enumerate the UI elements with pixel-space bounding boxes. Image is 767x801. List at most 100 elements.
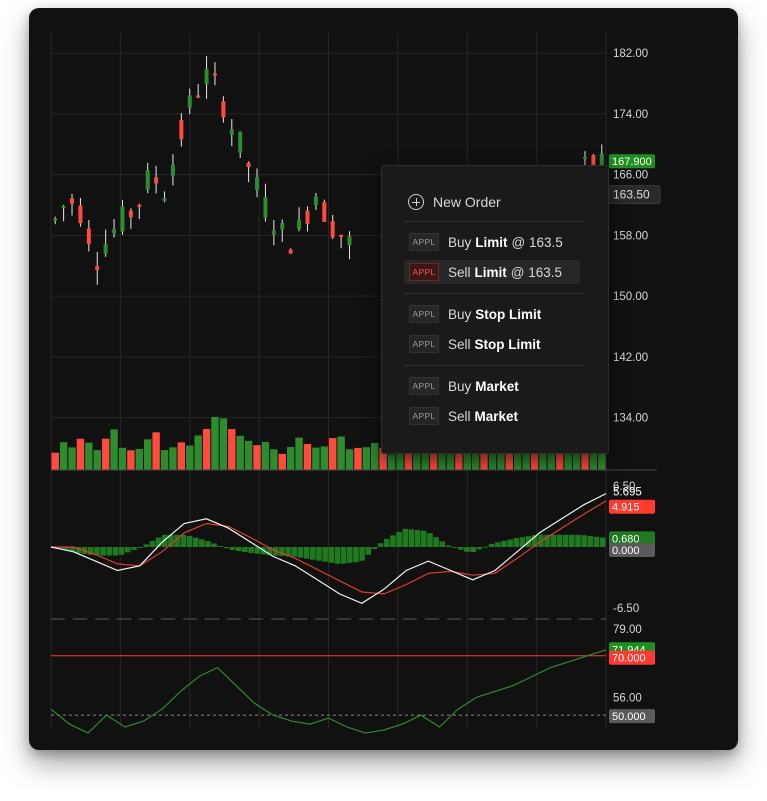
macd-histogram-bar — [402, 528, 409, 547]
macd-histogram-bar — [168, 534, 174, 547]
price-axis-tick: 174.00 — [613, 109, 648, 121]
candle-body — [212, 73, 217, 76]
macd-histogram-bar — [100, 547, 106, 556]
symbol-tag: APPL — [409, 407, 439, 425]
rsi-axis-tick: 56.00 — [613, 692, 642, 704]
volume-bar — [244, 440, 253, 470]
candle-body — [582, 156, 587, 159]
volume-bar — [261, 441, 270, 470]
candle-body — [78, 205, 83, 224]
volume-bar — [135, 448, 143, 470]
volume-bar — [93, 450, 101, 470]
volume-bar — [471, 451, 480, 470]
buy-limit-item[interactable]: APPL Buy Limit @ 163.5 — [404, 230, 580, 254]
volume-bar — [396, 452, 404, 470]
macd-histogram-bar — [562, 534, 569, 547]
macd-histogram-bar — [192, 537, 199, 547]
side-label: Buy — [448, 306, 472, 322]
price-axis-tick: 134.00 — [613, 413, 648, 425]
volume-bar — [413, 442, 421, 470]
candle-body — [137, 204, 142, 207]
sell-limit-item[interactable]: APPL Sell Limit @ 163.5 — [404, 260, 580, 284]
macd-histogram-bar — [507, 539, 513, 547]
volume-bar — [278, 453, 286, 470]
macd-histogram-bar — [205, 541, 211, 547]
symbol-tag: APPL — [409, 233, 439, 251]
macd-histogram-bar — [174, 534, 180, 547]
new-order-button[interactable]: New Order — [408, 192, 501, 212]
volume-bar — [68, 447, 76, 470]
macd-histogram-bar — [421, 530, 427, 547]
volume-bar — [345, 449, 354, 470]
macd-histogram-bar — [236, 547, 242, 552]
volume-bar — [286, 446, 295, 470]
macd-histogram-bar — [223, 547, 230, 549]
macd-histogram-bar — [390, 535, 396, 547]
volume-bar — [429, 445, 438, 470]
macd-histogram-bar — [137, 547, 143, 548]
macd-histogram-bar — [279, 547, 285, 557]
macd-histogram-bar — [593, 536, 600, 547]
volume-bar — [589, 440, 598, 470]
volume-bar — [329, 438, 337, 470]
macd-histogram-bar — [266, 547, 273, 556]
macd-histogram-bar — [248, 547, 254, 554]
rsi-line — [50, 649, 607, 734]
macd-histogram-bar — [291, 547, 298, 557]
sell-stop-limit-item[interactable]: APPL Sell Stop Limit — [404, 332, 580, 356]
chart-canvas[interactable]: 182.00 174.00 166.00 158.00 150.00 142.00 134.… — [29, 8, 738, 750]
side-label: Buy — [448, 378, 472, 394]
rsi-overbought-label-bg — [609, 650, 655, 665]
candle-body — [330, 221, 335, 238]
macd-histogram-bar — [131, 547, 137, 550]
volume-bar — [337, 436, 345, 470]
menu-divider — [404, 293, 584, 294]
macd-histogram-bar — [88, 547, 94, 555]
candle-body — [313, 196, 318, 206]
candle-body — [70, 198, 75, 204]
macd-histogram-bar — [519, 537, 526, 547]
candle-body — [179, 119, 184, 140]
macd-histogram-bar — [445, 545, 452, 547]
macd-histogram-bar — [217, 545, 224, 547]
macd-histogram-bar — [599, 537, 606, 547]
macd-histogram-bar — [63, 547, 69, 551]
volume-bar — [152, 432, 160, 470]
macd-histogram-bar — [464, 547, 470, 552]
last-price-label-bg — [609, 154, 655, 169]
macd-histogram-bar — [112, 547, 119, 556]
histogram-value-label: 0.680 — [612, 533, 640, 545]
candle-body — [347, 236, 352, 246]
macd-histogram-bar — [143, 544, 150, 547]
last-price-label: 167.900 — [612, 156, 652, 168]
menu-divider — [404, 365, 584, 366]
volume-bar — [236, 435, 244, 470]
buy-stop-limit-item[interactable]: APPL Buy Stop Limit — [404, 302, 580, 326]
candle-body — [246, 162, 251, 168]
order-type-label: Market — [474, 408, 519, 424]
macd-histogram-bar — [242, 547, 248, 553]
macd-histogram-bar — [125, 547, 131, 553]
macd-histogram-bar — [476, 547, 483, 550]
volume-bar — [253, 445, 261, 470]
macd-histogram-bar — [587, 535, 594, 547]
signal-value-label-bg — [609, 499, 655, 514]
symbol-tag: APPL — [409, 335, 439, 353]
zero-value-label-bg — [609, 543, 655, 557]
buy-market-item[interactable]: APPL Buy Market — [404, 374, 580, 398]
macd-histogram-bar — [199, 539, 205, 547]
candle-body — [271, 230, 276, 235]
volume-bar — [522, 440, 530, 470]
sell-market-item[interactable]: APPL Sell Market — [404, 404, 580, 428]
volume-bar — [303, 443, 312, 470]
volume-bar — [480, 447, 488, 470]
volume-bar — [118, 447, 127, 470]
macd-histogram-bar — [106, 547, 113, 556]
candle-body — [339, 234, 344, 237]
volume-bar — [362, 447, 371, 470]
macd-histogram-bar — [149, 540, 156, 547]
candle-body — [305, 210, 310, 224]
candle-body — [170, 164, 175, 176]
candle-body — [263, 197, 268, 218]
candle-body — [322, 202, 327, 222]
